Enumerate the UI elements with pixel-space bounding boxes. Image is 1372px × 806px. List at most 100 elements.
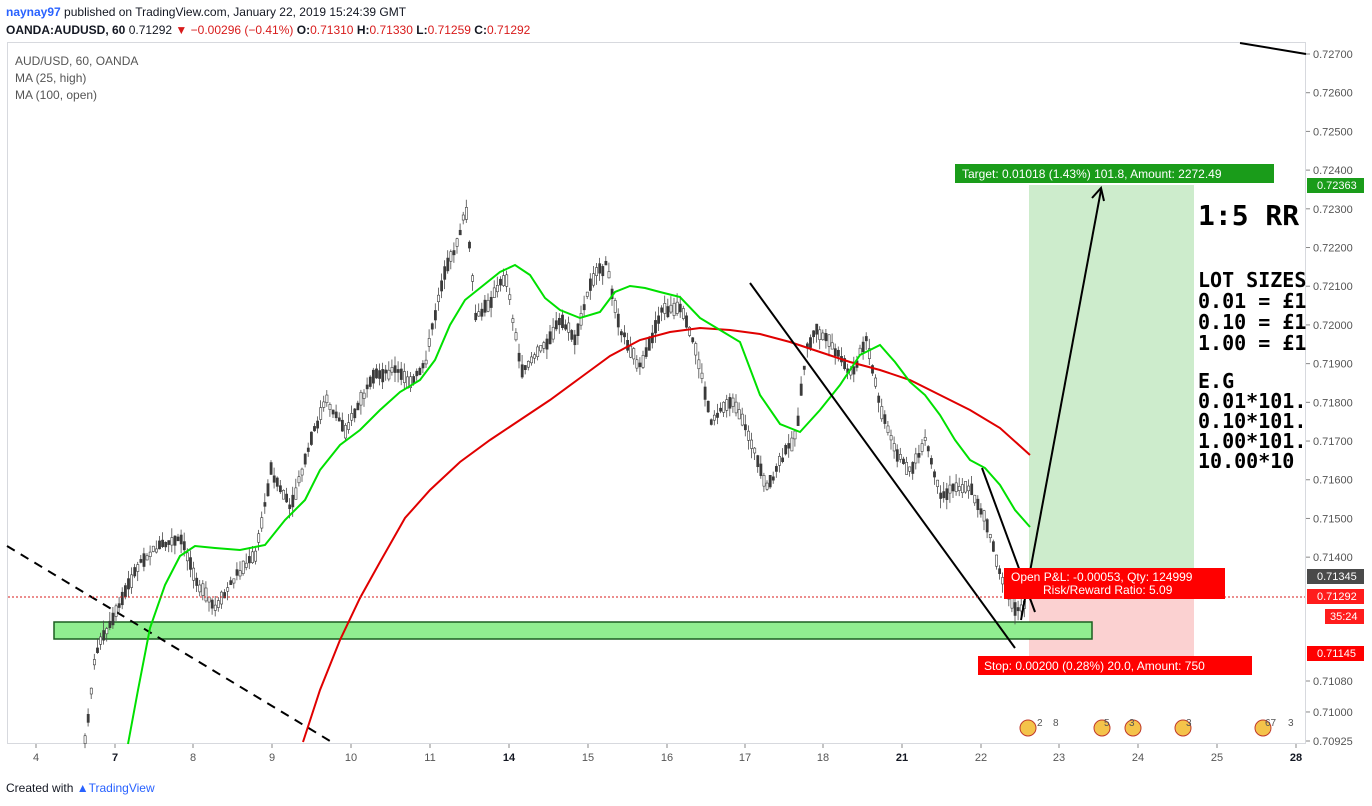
- candle-body: [864, 336, 868, 342]
- candle-body: [911, 462, 915, 474]
- candle-body: [151, 545, 155, 552]
- high-price-tag-text: 0.71345: [1317, 571, 1357, 583]
- candle-body: [1016, 607, 1020, 612]
- support-zone[interactable]: [53, 621, 1093, 640]
- rr-title[interactable]: 1:5 RR: [1198, 199, 1300, 232]
- lot-sizes-note[interactable]: LOT SIZES 0.01 = £1 0.10 = £1 1.00 = £1 …: [1198, 268, 1306, 468]
- candle-body: [461, 214, 465, 221]
- candle-body: [148, 551, 152, 557]
- pnl-label-text: Open P&L: -0.00053, Qty: 124999: [1011, 570, 1193, 584]
- lot-size-line: 1.00 = £1: [1198, 331, 1306, 355]
- lot-size-line: 0.10 = £1: [1198, 310, 1306, 334]
- candles: [83, 199, 1026, 749]
- author-link[interactable]: naynay97: [6, 5, 61, 19]
- candle-body: [505, 274, 509, 287]
- candle-body: [223, 592, 227, 599]
- candle-body: [117, 603, 121, 608]
- eg-line: 10.00*10: [1198, 449, 1295, 468]
- target-arrow-line[interactable]: [1020, 189, 1102, 621]
- candle-body: [657, 315, 661, 324]
- price-axis[interactable]: 0.72700 0.72600 0.72500 0.72400 0.72300 0.722…: [1306, 49, 1353, 748]
- price-tick-label: 0.71500: [1313, 513, 1353, 525]
- candle-body: [362, 392, 366, 399]
- close-value: 0.71292: [486, 23, 531, 37]
- candle-body: [229, 580, 233, 585]
- candle-body: [210, 599, 214, 609]
- candle-body: [282, 490, 285, 500]
- candle-body: [948, 484, 952, 494]
- candle-body: [309, 431, 313, 445]
- candle-body: [830, 342, 834, 350]
- candle-body: [883, 414, 887, 424]
- candle-body: [892, 443, 896, 452]
- candle-body: [108, 620, 112, 629]
- candle-body: [545, 338, 549, 350]
- candle-body: [251, 551, 254, 564]
- event-count: 3: [1129, 718, 1135, 729]
- candle-body: [722, 401, 726, 413]
- chart-pane[interactable]: [7, 42, 1306, 744]
- down-arrow-icon: ▼: [175, 23, 188, 37]
- pnl-label[interactable]: [1004, 568, 1225, 599]
- stop-label[interactable]: [978, 656, 1252, 675]
- time-tick-label: 7: [112, 752, 118, 764]
- time-tick-label: 22: [975, 752, 987, 764]
- channel-line-upper[interactable]: [749, 282, 1016, 649]
- candle-body: [734, 401, 738, 414]
- low-label: L:: [416, 23, 428, 37]
- event-flag-icon[interactable]: [1093, 719, 1111, 737]
- candle-body: [781, 457, 785, 462]
- candle-body: [743, 424, 747, 431]
- candle-body: [319, 407, 323, 420]
- target-label-text: Target: 0.01018 (1.43%) 101.8, Amount: 2…: [962, 167, 1222, 181]
- event-flag-icon[interactable]: [1174, 719, 1192, 737]
- candle-body: [433, 310, 437, 321]
- candle-body: [375, 368, 378, 379]
- dashed-trendline[interactable]: [6, 545, 336, 745]
- candle-body: [182, 541, 186, 551]
- candle-body: [124, 585, 127, 598]
- legend-ma100[interactable]: MA (100, open): [15, 88, 98, 102]
- candle-body: [675, 301, 679, 314]
- candle-body: [306, 447, 310, 452]
- candle-body: [359, 391, 363, 406]
- target-label[interactable]: [955, 164, 1274, 183]
- candle-body: [266, 483, 270, 497]
- candle-body: [347, 422, 351, 430]
- candle-body: [186, 552, 189, 562]
- candle-body: [1013, 602, 1017, 616]
- candle-body: [294, 487, 298, 500]
- tradingview-brand[interactable]: TradingView: [88, 781, 155, 795]
- event-flag-icon[interactable]: [1124, 719, 1142, 737]
- stop-label-text: Stop: 0.00200 (0.28%) 20.0, Amount: 750: [984, 659, 1205, 673]
- candle-body: [430, 323, 434, 330]
- candle-body: [914, 453, 918, 464]
- low-value: 0.71259: [427, 23, 471, 37]
- event-markers[interactable]: 2 8 5 3 3 67 3: [1019, 718, 1294, 737]
- time-tick-label: 11: [424, 752, 435, 764]
- candle-body: [926, 446, 930, 452]
- time-tick-label: 17: [739, 752, 751, 764]
- event-flag-icon[interactable]: [1019, 719, 1037, 737]
- candle-body: [536, 346, 540, 357]
- target-zone: [1029, 185, 1194, 597]
- time-tick-label: 16: [661, 752, 673, 764]
- candle-body: [105, 628, 109, 635]
- price-tick-label: 0.71400: [1313, 552, 1353, 564]
- candle-body: [898, 454, 902, 460]
- top-right-trendline[interactable]: [1239, 42, 1307, 55]
- event-flag-icon[interactable]: [1254, 719, 1272, 737]
- candle-body: [158, 540, 161, 550]
- candle-body: [716, 412, 719, 418]
- legend-title[interactable]: AUD/USD, 60, OANDA: [15, 54, 139, 68]
- candle-body: [235, 569, 239, 576]
- candle-body: [291, 494, 295, 508]
- legend-ma25[interactable]: MA (25, high): [15, 71, 87, 85]
- candle-body: [976, 498, 980, 511]
- candle-body: [923, 437, 927, 441]
- candle-body: [517, 352, 521, 362]
- candle-body: [768, 475, 772, 488]
- candle-body: [703, 386, 707, 400]
- time-axis[interactable]: 4 7 8 9 10 11 14 15 16 17 18 21 22 23 24 25 28: [33, 744, 1302, 764]
